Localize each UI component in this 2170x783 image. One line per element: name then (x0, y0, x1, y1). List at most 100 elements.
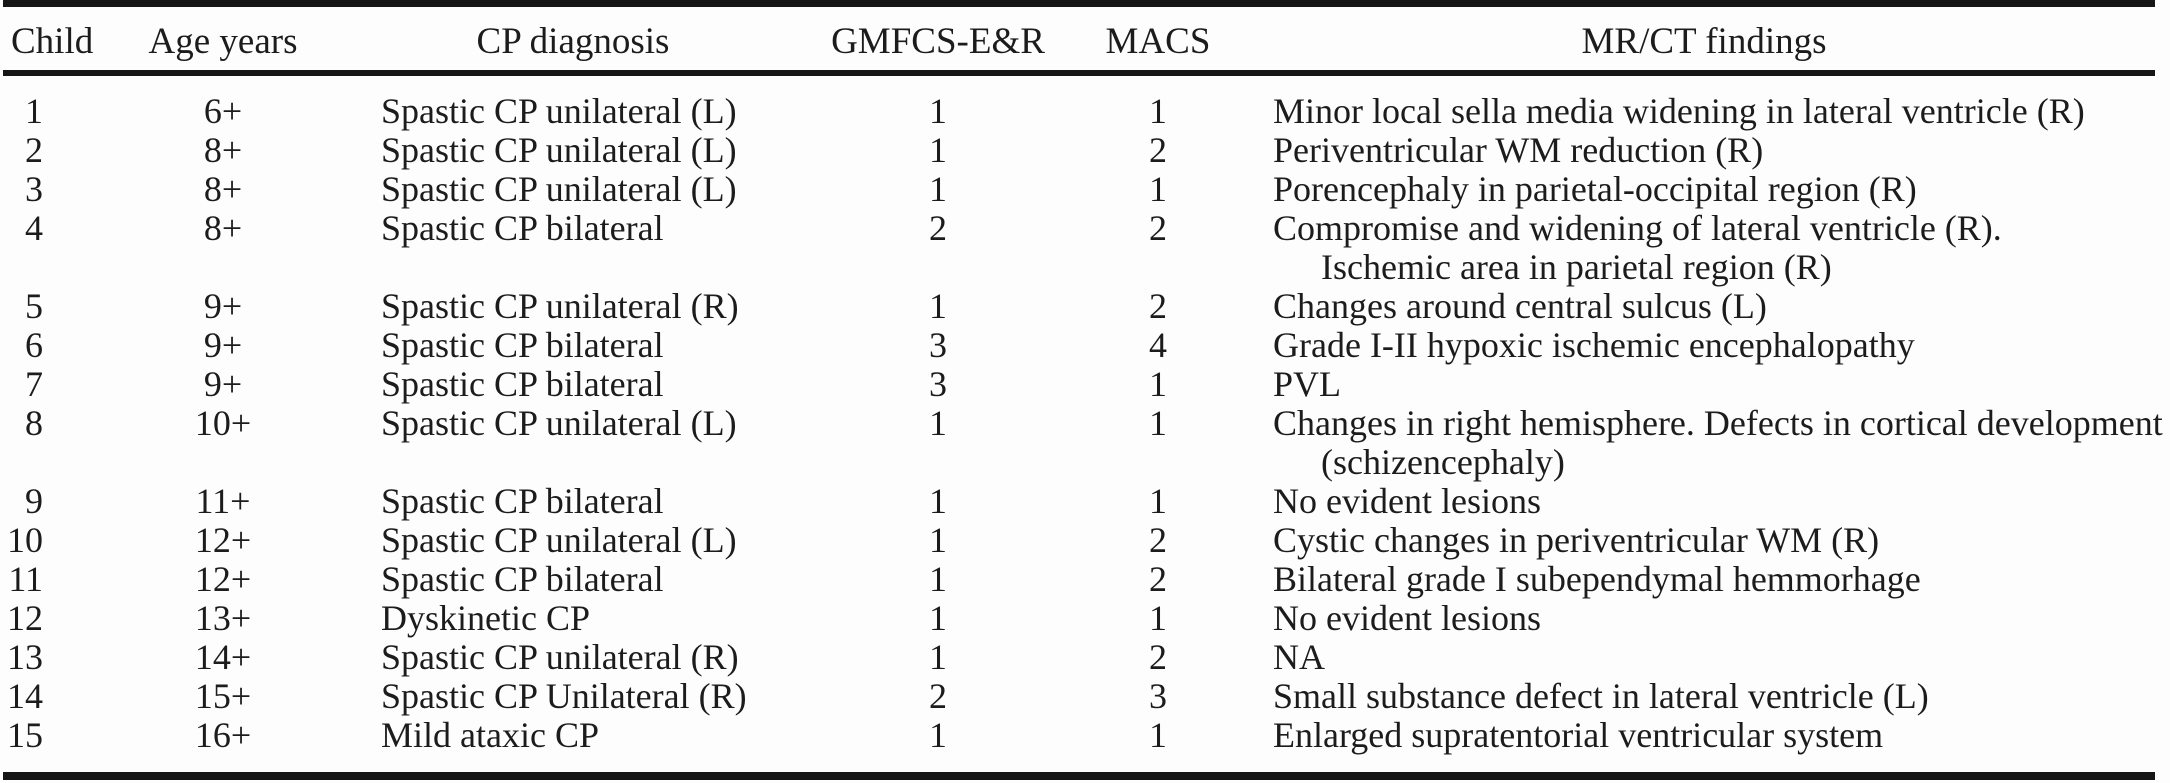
cell-findings: Minor local sella media widening in late… (1253, 73, 2155, 131)
cell-findings: Periventricular WM reduction (R) (1253, 131, 2155, 170)
cell-diagnosis: Spastic CP unilateral (L) (381, 403, 737, 443)
cell-macs: 1 (1149, 598, 1167, 638)
cell-macs: 4 (1149, 325, 1167, 365)
cell-macs: 3 (1149, 676, 1167, 716)
cell-age: 8+ (203, 208, 243, 248)
cell-findings: PVL (1253, 365, 2155, 404)
cell-findings: Porencephaly in parietal-occipital regio… (1253, 170, 2155, 209)
cell-macs: 2 (1149, 559, 1167, 599)
cell-gmfcs: 1 (929, 520, 947, 560)
cell-macs: 2 (1149, 637, 1167, 677)
cell-gmfcs: 1 (929, 715, 947, 755)
cell-age: 6+ (203, 91, 243, 131)
cell-macs: 2 (1149, 286, 1167, 326)
finding-line: Bilateral grade I subependymal hemmorhag… (1273, 559, 1921, 599)
cell-diagnosis: Spastic CP unilateral (L) (381, 91, 737, 131)
cell-child: 4 (25, 208, 43, 248)
cell-age: 15+ (194, 676, 252, 716)
cell-child: 15 (7, 715, 43, 755)
cell-gmfcs: 3 (929, 364, 947, 404)
cell-diagnosis: Mild ataxic CP (381, 715, 599, 755)
cell-diagnosis: Spastic CP bilateral (381, 559, 664, 599)
table-row: 13 14+ Spastic CP unilateral (R) 1 2 NA (3, 638, 2155, 677)
cell-gmfcs: 1 (929, 91, 947, 131)
cell-findings: Small substance defect in lateral ventri… (1253, 677, 2155, 716)
cell-child: 3 (25, 169, 43, 209)
cell-age: 16+ (194, 715, 252, 755)
cell-gmfcs: 1 (929, 169, 947, 209)
table-header: Child Age years CP diagnosis GMFCS-E&R M… (3, 3, 2155, 76)
cell-diagnosis: Spastic CP unilateral (R) (381, 637, 739, 677)
table-row: 11 12+ Spastic CP bilateral 1 2 Bilatera… (3, 560, 2155, 599)
cell-diagnosis: Spastic CP bilateral (381, 364, 664, 404)
finding-line: Changes around central sulcus (L) (1273, 286, 1767, 326)
cell-diagnosis: Spastic CP unilateral (L) (381, 130, 737, 170)
table-row: 14 15+ Spastic CP Unilateral (R) 2 3 Sma… (3, 677, 2155, 716)
finding-line: Minor local sella media widening in late… (1273, 91, 2085, 131)
col-header-findings: MR/CT findings (1253, 3, 2155, 76)
finding-line: NA (1273, 637, 1325, 677)
cell-macs: 1 (1149, 91, 1167, 131)
cell-age: 9+ (203, 286, 243, 326)
cell-findings: Changes in right hemisphere. Defects in … (1253, 403, 2163, 482)
finding-line: Periventricular WM reduction (R) (1273, 130, 1764, 170)
cell-gmfcs: 1 (929, 481, 947, 521)
cell-macs: 2 (1149, 520, 1167, 560)
cell-diagnosis: Spastic CP Unilateral (R) (381, 676, 747, 716)
cell-gmfcs: 1 (929, 130, 947, 170)
table-row: 6 9+ Spastic CP bilateral 3 4 Grade I-II… (3, 326, 2155, 365)
cell-age: 13+ (194, 598, 252, 638)
header-row: Child Age years CP diagnosis GMFCS-E&R M… (3, 3, 2155, 76)
cell-age: 10+ (194, 403, 252, 443)
col-header-age: Age years (113, 3, 333, 76)
cell-child: 14 (7, 676, 43, 716)
cell-child: 12 (7, 598, 43, 638)
cell-diagnosis: Spastic CP unilateral (L) (381, 520, 737, 560)
cell-child: 10 (7, 520, 43, 560)
cell-age: 8+ (203, 130, 243, 170)
finding-continuation-line: Ischemic area in parietal region (R) (1321, 247, 1832, 287)
finding-line: Enlarged supratentorial ventricular syst… (1273, 715, 1884, 755)
col-header-child: Child (3, 3, 113, 76)
col-header-macs: MACS (1063, 3, 1253, 76)
table-row: 10 12+ Spastic CP unilateral (L) 1 2 Cys… (3, 521, 2155, 560)
cell-gmfcs: 2 (929, 208, 947, 248)
finding-continuation-line: (schizencephaly) (1321, 442, 1565, 482)
cell-child: 9 (25, 481, 43, 521)
col-header-gmfcs: GMFCS-E&R (813, 3, 1063, 76)
cell-findings: No evident lesions (1253, 599, 2155, 638)
cell-gmfcs: 1 (929, 559, 947, 599)
finding-line: Small substance defect in lateral ventri… (1273, 676, 1929, 716)
cell-child: 6 (25, 325, 43, 365)
cell-age: 12+ (194, 520, 252, 560)
cell-diagnosis: Spastic CP unilateral (L) (381, 169, 737, 209)
finding-line: Porencephaly in parietal-occipital regio… (1273, 169, 1917, 209)
cell-child: 8 (25, 403, 43, 443)
finding-line: Compromise and widening of lateral ventr… (1273, 208, 2002, 248)
cell-child: 2 (25, 130, 43, 170)
cell-age: 14+ (194, 637, 252, 677)
cell-diagnosis: Spastic CP unilateral (R) (381, 286, 739, 326)
cell-child: 7 (25, 364, 43, 404)
finding-line: PVL (1273, 364, 1342, 404)
table-body: 1 6+ Spastic CP unilateral (L) 1 1 Minor… (3, 73, 2163, 776)
cell-macs: 2 (1149, 208, 1167, 248)
cell-age: 12+ (194, 559, 252, 599)
cell-gmfcs: 3 (929, 325, 947, 365)
patient-table: Child Age years CP diagnosis GMFCS-E&R M… (3, 0, 2163, 780)
finding-line: No evident lesions (1273, 481, 1541, 521)
table-row: 3 8+ Spastic CP unilateral (L) 1 1 Poren… (3, 170, 2155, 209)
table-row: 9 11+ Spastic CP bilateral 1 1 No eviden… (3, 482, 2155, 521)
cell-child: 1 (25, 91, 43, 131)
cell-findings: NA (1253, 638, 2155, 677)
cell-findings: No evident lesions (1253, 482, 2155, 521)
cell-child: 11 (8, 559, 43, 599)
finding-line: Cystic changes in periventricular WM (R) (1273, 520, 1880, 560)
cell-gmfcs: 2 (929, 676, 947, 716)
cell-gmfcs: 1 (929, 286, 947, 326)
cell-macs: 2 (1149, 130, 1167, 170)
cell-gmfcs: 1 (929, 403, 947, 443)
table-row: 1 6+ Spastic CP unilateral (L) 1 1 Minor… (3, 73, 2155, 131)
finding-line: Changes in right hemisphere. Defects in … (1273, 403, 2163, 443)
